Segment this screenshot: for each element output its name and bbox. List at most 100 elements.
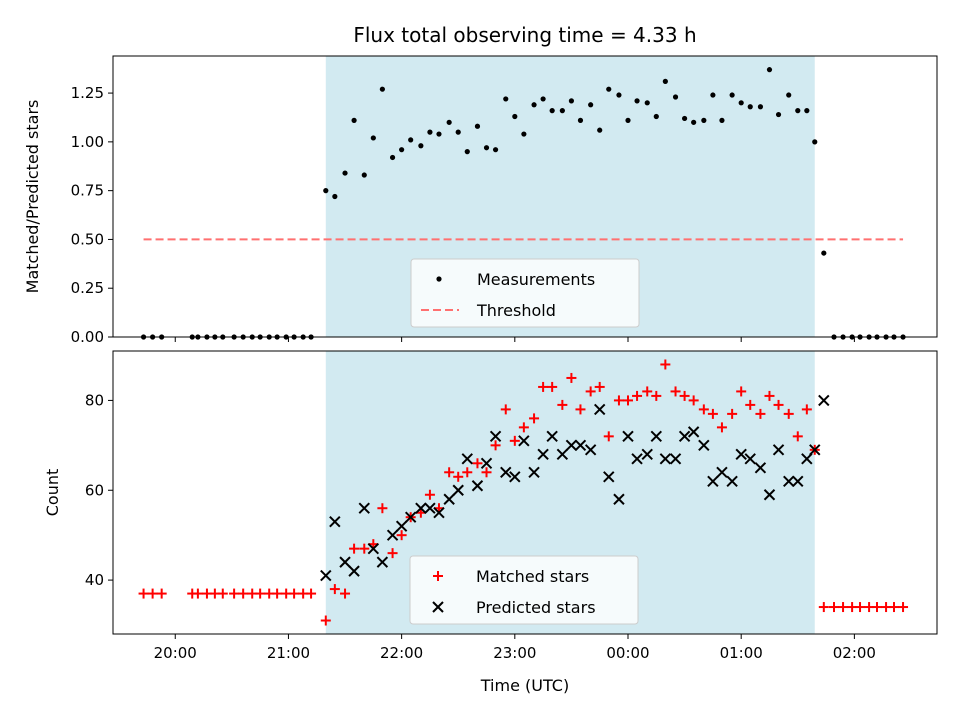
matched-star-point	[773, 399, 784, 410]
matched-star-point	[547, 381, 558, 392]
x-stroke-b	[471, 480, 484, 492]
matched-star-point	[829, 602, 839, 613]
measurement-point	[332, 193, 338, 200]
x-stroke-b	[358, 502, 370, 514]
x-stroke-b	[754, 462, 767, 474]
measurement-point	[662, 78, 668, 84]
matched-star-point	[623, 395, 633, 406]
matched-star-point	[660, 359, 671, 370]
predicted-star-point	[716, 466, 728, 478]
matched-star-point	[898, 602, 909, 613]
legend-marker-predicted-b	[432, 601, 444, 613]
matched-star-point	[255, 588, 266, 599]
predicted-star-point	[818, 394, 830, 407]
predicted-star-point	[641, 448, 653, 461]
measurement-point	[408, 137, 414, 143]
x-stroke-b	[716, 466, 728, 478]
x-stroke-b	[339, 556, 351, 568]
matched-star-point	[387, 548, 398, 559]
x-stroke-b	[809, 444, 821, 456]
x-stroke-b	[537, 448, 549, 461]
x-stroke-b	[546, 430, 558, 443]
matched-star-point	[888, 602, 899, 613]
measurement-point	[710, 92, 716, 98]
measurement-point	[483, 145, 490, 151]
matched-star-point	[670, 386, 681, 397]
x-stroke-b	[659, 453, 672, 465]
predicted-star-point	[443, 493, 455, 505]
matched-star-point	[764, 390, 775, 401]
predicted-star-point	[669, 453, 682, 465]
matched-star-point	[575, 404, 586, 415]
predicted-star-point	[792, 475, 804, 487]
matched-star-point	[538, 381, 549, 392]
measurement-point	[351, 117, 357, 123]
measurement-point	[821, 250, 827, 256]
x-stroke-b	[404, 511, 417, 523]
x-stroke-b	[613, 493, 625, 505]
matched-star-point	[698, 404, 709, 415]
matched-star-point	[329, 584, 340, 595]
x-stroke-b	[744, 453, 756, 465]
matched-star-point	[872, 602, 883, 613]
measurement-point	[653, 113, 659, 120]
predicted-star-point	[754, 462, 767, 474]
predicted-star-point	[537, 448, 549, 461]
matched-star-point	[462, 467, 473, 478]
matched-star-point	[217, 588, 228, 599]
predicted-star-point	[461, 453, 473, 465]
matched-star-point	[679, 390, 690, 401]
predicted-star-point	[489, 430, 502, 443]
measurement-point	[399, 147, 405, 153]
x-stroke-b	[386, 529, 399, 541]
measurement-point	[323, 188, 329, 194]
predicted-star-point	[687, 426, 700, 438]
matched-star-point	[340, 588, 351, 599]
y-tick-label: 80	[85, 391, 104, 409]
matched-star-point	[138, 588, 149, 599]
measurement-point	[464, 149, 470, 155]
x-stroke-b	[574, 439, 587, 452]
matched-star-point	[736, 386, 747, 397]
legend-label: Measurements	[477, 270, 595, 289]
measurement-point	[427, 129, 433, 135]
count-legend: Matched stars Predicted stars	[409, 555, 639, 625]
y-tick-label: 60	[85, 481, 104, 499]
predicted-star-point	[518, 435, 530, 447]
x-stroke-b	[329, 515, 341, 528]
measurement-point	[804, 108, 810, 114]
x-tick-label: 20:00	[154, 644, 197, 662]
matched-star-point	[632, 390, 643, 401]
x-stroke-b	[801, 453, 813, 465]
x-stroke-b	[707, 475, 719, 487]
measurement-point	[370, 135, 376, 141]
matched-star-point	[349, 543, 360, 554]
x-stroke-b	[669, 453, 682, 465]
matched-star-point	[453, 471, 464, 482]
measurement-point	[701, 117, 707, 123]
matched-star-point	[716, 422, 727, 433]
x-stroke-b	[556, 448, 569, 461]
measurement-point	[549, 108, 555, 114]
predicted-star-point	[471, 480, 484, 492]
predicted-star-point	[376, 556, 389, 568]
ratio-panel: 0.00 0.25 0.50 0.75 1.00 1.25 Flux total obse…	[23, 23, 938, 346]
ratio-y-axis-label: Matched/Predicted stars	[23, 100, 42, 294]
matched-star-point	[838, 602, 849, 613]
predicted-star-point	[622, 430, 634, 443]
matched-star-point	[320, 615, 331, 626]
predicted-star-point	[565, 439, 578, 452]
x-stroke-b	[518, 435, 530, 447]
measurement-point	[644, 100, 650, 106]
measurement-point	[634, 98, 640, 104]
predicted-star-point	[480, 457, 493, 470]
matched-star-point	[642, 386, 653, 397]
y-tick-label: 1.25	[71, 84, 104, 102]
predicted-star-point	[603, 471, 615, 483]
matched-star-point	[557, 399, 568, 410]
predicted-star-point	[707, 475, 719, 487]
x-stroke-b	[415, 502, 427, 514]
measurement-point	[446, 119, 452, 125]
measurement-point	[766, 67, 773, 73]
